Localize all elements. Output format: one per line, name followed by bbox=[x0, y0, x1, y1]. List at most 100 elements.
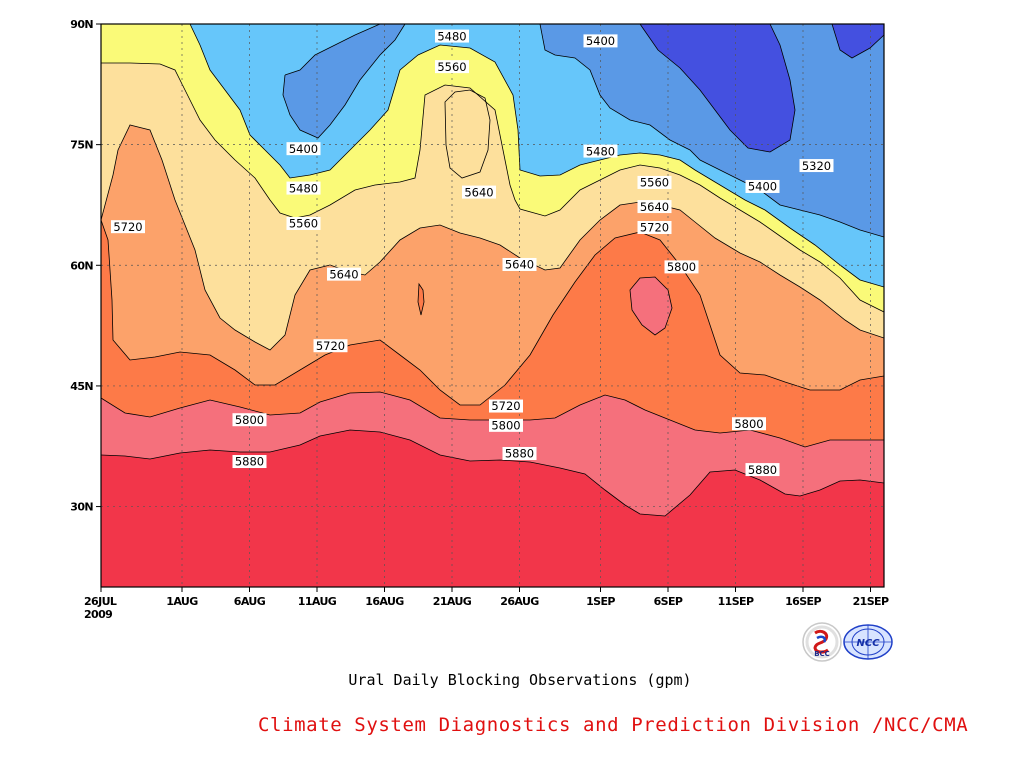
plot-frame bbox=[100, 23, 885, 588]
contour-label-text: 5800 bbox=[235, 413, 264, 427]
x-tick-label: 16AUG bbox=[365, 595, 404, 608]
contour-line-5880 bbox=[101, 429, 884, 517]
contour-label-text: 5640 bbox=[505, 258, 534, 272]
contour-label: 5640 bbox=[327, 267, 361, 281]
x-tick-label: 1SEP bbox=[586, 595, 615, 608]
contour-label-box bbox=[637, 200, 672, 214]
contour-label: 5320 bbox=[799, 159, 834, 173]
contour-label-box bbox=[313, 339, 348, 353]
contour-label-text: 5480 bbox=[289, 181, 318, 195]
contour-label-text: 5480 bbox=[437, 29, 466, 43]
contour-label: 5720 bbox=[313, 339, 348, 353]
x-tick-label-year: 2009 bbox=[84, 608, 112, 621]
contour-label-box bbox=[732, 417, 766, 431]
contour-label-box bbox=[435, 29, 469, 43]
contour-label: 5480 bbox=[286, 181, 321, 195]
contour-label-box bbox=[462, 185, 496, 199]
y-tick-label: 45N bbox=[70, 380, 93, 393]
contour-label: 5800 bbox=[232, 413, 267, 427]
contour-label: 5800 bbox=[732, 417, 766, 431]
contour-label: 5640 bbox=[637, 200, 672, 214]
contour-line-5800-cell bbox=[629, 276, 673, 336]
contour-label-text: 5640 bbox=[464, 185, 493, 199]
contour-label-text: 5720 bbox=[640, 221, 669, 235]
x-tick-label: 1AUG bbox=[166, 595, 198, 608]
contour-label: 5560 bbox=[435, 60, 469, 74]
contour-label-box bbox=[489, 418, 523, 432]
contour-line-5400-ring bbox=[282, 24, 406, 139]
x-tick-label: 21SEP bbox=[853, 595, 889, 608]
contour-label: 5480 bbox=[435, 29, 469, 43]
contour-line-5640 bbox=[101, 124, 884, 351]
contour-label-text: 5400 bbox=[289, 142, 318, 156]
contour-label: 5880 bbox=[502, 446, 537, 461]
contour-label-box bbox=[502, 257, 537, 271]
contour-label-box bbox=[286, 181, 321, 195]
contour-label: 5640 bbox=[502, 257, 537, 272]
contour-lines bbox=[101, 24, 884, 517]
contour-label: 5560 bbox=[637, 175, 672, 190]
contour-label-text: 5640 bbox=[329, 267, 358, 281]
contour-label-text: 5560 bbox=[289, 217, 318, 231]
cell-5640-21aug bbox=[445, 90, 490, 178]
contour-label-text: 5400 bbox=[586, 34, 615, 48]
x-tick-label: 16SEP bbox=[785, 595, 821, 608]
contour-label-text: 5800 bbox=[667, 260, 696, 274]
contour-label-text: 5880 bbox=[748, 463, 777, 477]
contour-label-text: 5800 bbox=[734, 417, 763, 431]
x-tick-label: 11AUG bbox=[298, 595, 337, 608]
x-tick-label: 26JUL bbox=[84, 595, 117, 608]
contour-label-box bbox=[637, 220, 672, 234]
contour-label-text: 5640 bbox=[640, 200, 669, 214]
grid bbox=[101, 24, 884, 587]
x-tick-label: 6AUG bbox=[234, 595, 266, 608]
contour-line-5720-cell bbox=[417, 282, 425, 316]
bcc-logo-text: BCC bbox=[814, 650, 830, 658]
contour-label-box bbox=[583, 144, 618, 158]
contour-label-box bbox=[232, 413, 267, 427]
contour-label-box bbox=[232, 455, 267, 469]
contour-label: 5640 bbox=[462, 185, 496, 199]
contour-label-box bbox=[637, 175, 672, 189]
credit-line: Climate System Diagnostics and Predictio… bbox=[258, 714, 969, 736]
contour-label: 5400 bbox=[745, 179, 780, 194]
contour-label: 5720 bbox=[637, 220, 672, 235]
contour-label-text: 5400 bbox=[748, 180, 777, 194]
x-tick-label: 6SEP bbox=[654, 595, 683, 608]
contour-label-text: 5720 bbox=[491, 399, 520, 413]
contour-label-box bbox=[286, 142, 321, 156]
contour-label: 5400 bbox=[583, 34, 618, 48]
contour-label-text: 5880 bbox=[235, 455, 264, 469]
contour-label: 5880 bbox=[745, 463, 780, 477]
chart-title: Ural Daily Blocking Observations (gpm) bbox=[348, 671, 692, 689]
contour-label-box bbox=[745, 179, 780, 193]
contour-label-box bbox=[799, 159, 834, 173]
contour-label-box bbox=[502, 446, 537, 460]
contour-line-5560 bbox=[101, 62, 884, 313]
contour-label: 5800 bbox=[489, 419, 523, 433]
contour-label-box bbox=[745, 463, 780, 477]
contour-label: 5560 bbox=[286, 216, 321, 231]
contour-label-text: 5720 bbox=[113, 220, 142, 234]
contour-label-text: 5720 bbox=[316, 339, 345, 353]
contour-label-box bbox=[327, 267, 361, 281]
contour-label-text: 5480 bbox=[586, 144, 615, 158]
y-tick-label: 60N bbox=[70, 259, 93, 272]
contour-label-box bbox=[664, 260, 699, 274]
contour-line-5400 bbox=[539, 24, 884, 238]
ncc-logo: NCC bbox=[843, 624, 893, 660]
y-tick-label: 90N bbox=[70, 18, 93, 31]
contour-label-text: 5800 bbox=[491, 419, 520, 433]
contour-labels: 5480 5560 5400 5400 5480 5560 5640 5480 5320 5400… bbox=[111, 29, 834, 477]
contour-label-box bbox=[489, 399, 523, 413]
contour-fields bbox=[101, 24, 884, 587]
contour-label-box bbox=[111, 220, 145, 234]
contour-line-5480 bbox=[189, 24, 884, 288]
contour-label-box bbox=[286, 216, 321, 230]
contour-label: 5880 bbox=[232, 455, 267, 469]
contour-label-text: 5560 bbox=[640, 176, 669, 190]
contour-label-text: 5880 bbox=[505, 447, 534, 461]
bcc-logo: BCC bbox=[802, 622, 842, 662]
